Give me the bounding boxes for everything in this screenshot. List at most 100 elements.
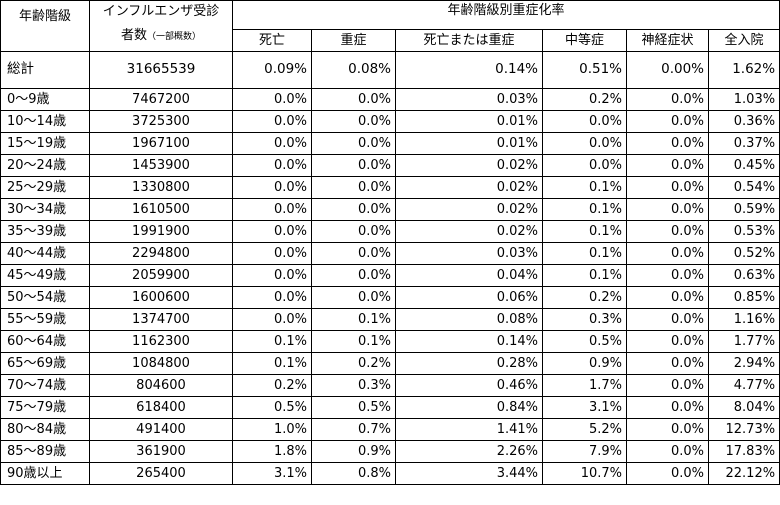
patient-count-cell: 3725300 bbox=[89, 110, 233, 133]
table-row: 50～54歳 1600600 0.0% 0.0% 0.06% 0.2% 0.0% 0.85% bbox=[0, 286, 780, 309]
patient-count-header-label: 者数 bbox=[120, 28, 147, 43]
rate-cell: 2.26% bbox=[395, 440, 543, 463]
rate-cell: 0.1% bbox=[542, 176, 627, 199]
severity-rate-table: 年齢階級 インフルエンザ受診 者数（一部概数） 年齢階級別重症化率 死亡 重症 死亡… bbox=[0, 0, 780, 485]
rate-cell: 0.28% bbox=[395, 352, 543, 375]
rate-cell: 0.1% bbox=[542, 264, 627, 287]
rate-cell: 0.2% bbox=[542, 286, 627, 309]
patient-count-cell: 1330800 bbox=[89, 176, 233, 199]
rate-cell: 0.0% bbox=[626, 176, 709, 199]
rate-cell: 3.1% bbox=[542, 396, 627, 419]
age-group-cell: 30～34歳 bbox=[0, 198, 90, 221]
rate-cell: 0.0% bbox=[311, 154, 396, 177]
rate-cell: 0.0% bbox=[232, 264, 312, 287]
table-row: 40～44歳 2294800 0.0% 0.0% 0.03% 0.1% 0.0% 0.52% bbox=[0, 242, 780, 265]
rate-cell: 1.41% bbox=[395, 418, 543, 441]
rate-cell: 1.0% bbox=[232, 418, 312, 441]
rate-cell: 1.03% bbox=[707, 88, 780, 111]
rate-cell: 0.0% bbox=[311, 132, 396, 155]
rate-cell: 0.37% bbox=[707, 132, 780, 155]
table-row: 85～89歳 361900 1.8% 0.9% 2.26% 7.9% 0.0% 17.83% bbox=[0, 440, 780, 463]
rate-cell: 0.8% bbox=[311, 462, 396, 485]
total-label-cell: 総計 bbox=[0, 51, 90, 89]
rate-cell: 0.02% bbox=[395, 176, 543, 199]
patient-count-cell: 7467200 bbox=[89, 88, 233, 111]
rate-cell: 0.0% bbox=[542, 154, 627, 177]
table-body: 総計 31665539 0.09% 0.08% 0.14% 0.51% 0.00% 1.62%… bbox=[0, 51, 780, 485]
patient-count-cell: 1967100 bbox=[89, 132, 233, 155]
rate-cell: 0.03% bbox=[395, 88, 543, 111]
rate-cell: 0.5% bbox=[311, 396, 396, 419]
rate-cell: 3.44% bbox=[395, 462, 543, 485]
patient-count-cell: 2059900 bbox=[89, 264, 233, 287]
rate-cell: 0.54% bbox=[707, 176, 780, 199]
rate-column-header: 死亡 bbox=[232, 29, 312, 52]
rate-cell: 5.2% bbox=[542, 418, 627, 441]
rate-cell: 0.0% bbox=[311, 110, 396, 133]
patient-count-cell: 1610500 bbox=[89, 198, 233, 221]
rate-cell: 0.9% bbox=[311, 440, 396, 463]
patient-count-cell: 2294800 bbox=[89, 242, 233, 265]
severity-rate-title: 年齢階級別重症化率 bbox=[231, 0, 780, 30]
rate-cell: 0.7% bbox=[311, 418, 396, 441]
age-group-cell: 90歳以上 bbox=[0, 462, 90, 485]
rate-cell: 0.45% bbox=[707, 154, 780, 177]
age-group-cell: 15～19歳 bbox=[0, 132, 90, 155]
rate-cell: 0.2% bbox=[542, 88, 627, 111]
patient-count-cell: 1374700 bbox=[89, 308, 233, 331]
rate-cell: 7.9% bbox=[542, 440, 627, 463]
rate-cell: 0.84% bbox=[395, 396, 543, 419]
rate-cell: 2.94% bbox=[707, 352, 780, 375]
patient-count-header-line2: 者数（一部概数） bbox=[91, 18, 232, 43]
rate-cell: 0.0% bbox=[232, 154, 312, 177]
rate-cell: 0.06% bbox=[395, 286, 543, 309]
rate-cell: 0.0% bbox=[232, 308, 312, 331]
rate-cell: 0.0% bbox=[311, 220, 396, 243]
rate-cell: 0.02% bbox=[395, 220, 543, 243]
rate-cell: 0.1% bbox=[311, 330, 396, 353]
total-rate-cell: 0.08% bbox=[311, 51, 396, 89]
rate-cell: 0.63% bbox=[707, 264, 780, 287]
rate-cell: 0.0% bbox=[626, 308, 709, 331]
age-group-cell: 60～64歳 bbox=[0, 330, 90, 353]
rate-cell: 0.02% bbox=[395, 154, 543, 177]
rate-cell: 0.02% bbox=[395, 198, 543, 221]
rate-cell: 8.04% bbox=[707, 396, 780, 419]
rate-cell: 1.16% bbox=[707, 308, 780, 331]
rate-column-header: 神経症状 bbox=[626, 29, 709, 52]
rate-cell: 0.0% bbox=[311, 286, 396, 309]
rate-cell: 0.01% bbox=[395, 110, 543, 133]
rate-cell: 0.1% bbox=[232, 352, 312, 375]
table-row: 35～39歳 1991900 0.0% 0.0% 0.02% 0.1% 0.0% 0.53% bbox=[0, 220, 780, 243]
age-group-cell: 35～39歳 bbox=[0, 220, 90, 243]
rate-cell: 17.83% bbox=[707, 440, 780, 463]
rate-cell: 10.7% bbox=[542, 462, 627, 485]
patient-count-cell: 265400 bbox=[89, 462, 233, 485]
rate-cell: 0.0% bbox=[542, 110, 627, 133]
rate-cell: 0.0% bbox=[626, 374, 709, 397]
rate-cell: 0.0% bbox=[311, 88, 396, 111]
rate-cell: 0.0% bbox=[311, 176, 396, 199]
age-group-cell: 45～49歳 bbox=[0, 264, 90, 287]
rate-cell: 0.5% bbox=[232, 396, 312, 419]
rate-cell: 0.53% bbox=[707, 220, 780, 243]
rate-cell: 0.0% bbox=[626, 352, 709, 375]
rate-cell: 0.1% bbox=[542, 198, 627, 221]
age-group-cell: 80～84歳 bbox=[0, 418, 90, 441]
rate-cell: 0.0% bbox=[626, 88, 709, 111]
rate-cell: 0.0% bbox=[232, 132, 312, 155]
rate-cell: 0.0% bbox=[311, 242, 396, 265]
rate-cell: 0.0% bbox=[232, 198, 312, 221]
patient-count-cell: 1600600 bbox=[89, 286, 233, 309]
table-row: 75～79歳 618400 0.5% 0.5% 0.84% 3.1% 0.0% 8.04% bbox=[0, 396, 780, 419]
total-rate-cell: 0.14% bbox=[395, 51, 543, 89]
rate-cell: 0.0% bbox=[232, 220, 312, 243]
rate-column-header: 重症 bbox=[311, 29, 396, 52]
patient-count-cell: 1991900 bbox=[89, 220, 233, 243]
age-group-cell: 70～74歳 bbox=[0, 374, 90, 397]
rate-cell: 0.0% bbox=[626, 462, 709, 485]
rate-cell: 0.0% bbox=[626, 132, 709, 155]
rate-cell: 0.36% bbox=[707, 110, 780, 133]
table-row: 60～64歳 1162300 0.1% 0.1% 0.14% 0.5% 0.0% 1.77% bbox=[0, 330, 780, 353]
age-group-cell: 55～59歳 bbox=[0, 308, 90, 331]
